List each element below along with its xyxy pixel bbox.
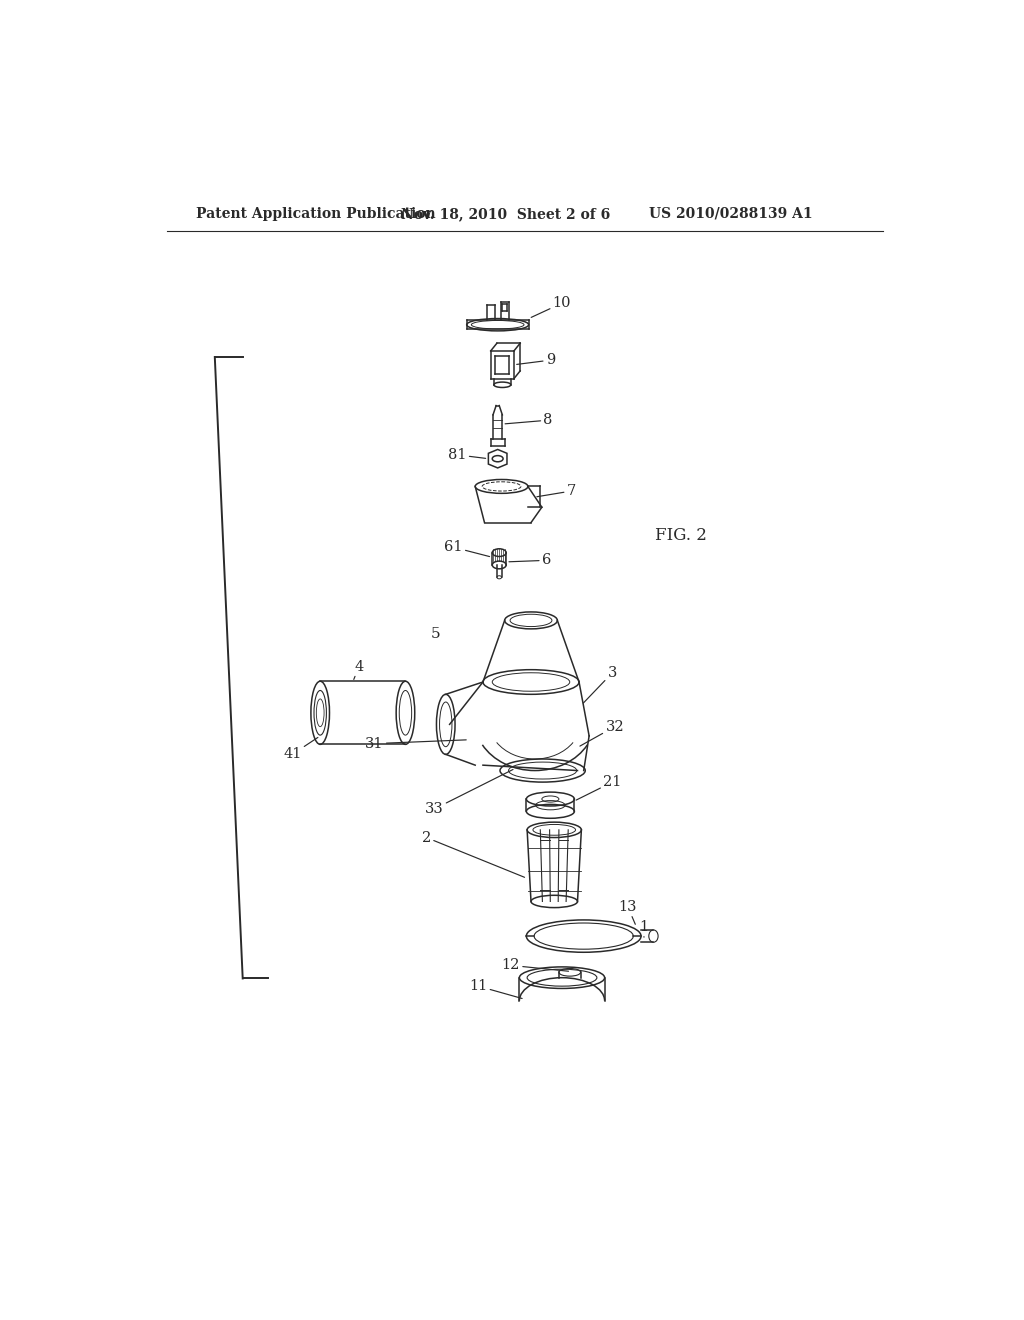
Text: 3: 3: [584, 665, 617, 704]
Text: 4: 4: [353, 660, 364, 680]
Text: 21: 21: [577, 775, 622, 800]
Text: 31: 31: [366, 737, 466, 751]
Text: 2: 2: [422, 830, 524, 878]
Text: 1: 1: [639, 920, 648, 937]
Text: Patent Application Publication: Patent Application Publication: [197, 207, 436, 220]
Text: US 2010/0288139 A1: US 2010/0288139 A1: [649, 207, 812, 220]
Text: 81: 81: [449, 447, 485, 462]
Text: 7: 7: [537, 484, 575, 498]
Text: Nov. 18, 2010  Sheet 2 of 6: Nov. 18, 2010 Sheet 2 of 6: [400, 207, 610, 220]
Text: 32: 32: [580, 719, 624, 746]
Text: 6: 6: [509, 553, 551, 568]
Text: 41: 41: [283, 738, 317, 762]
Text: 12: 12: [502, 958, 568, 973]
Text: 11: 11: [469, 979, 522, 998]
Text: 5: 5: [430, 627, 440, 642]
Text: 13: 13: [618, 900, 637, 924]
Text: 61: 61: [444, 540, 489, 557]
Text: FIG. 2: FIG. 2: [655, 527, 707, 544]
Text: 9: 9: [517, 354, 555, 367]
Text: 8: 8: [505, 413, 553, 428]
Text: 33: 33: [425, 770, 513, 816]
Text: 10: 10: [531, 296, 571, 317]
